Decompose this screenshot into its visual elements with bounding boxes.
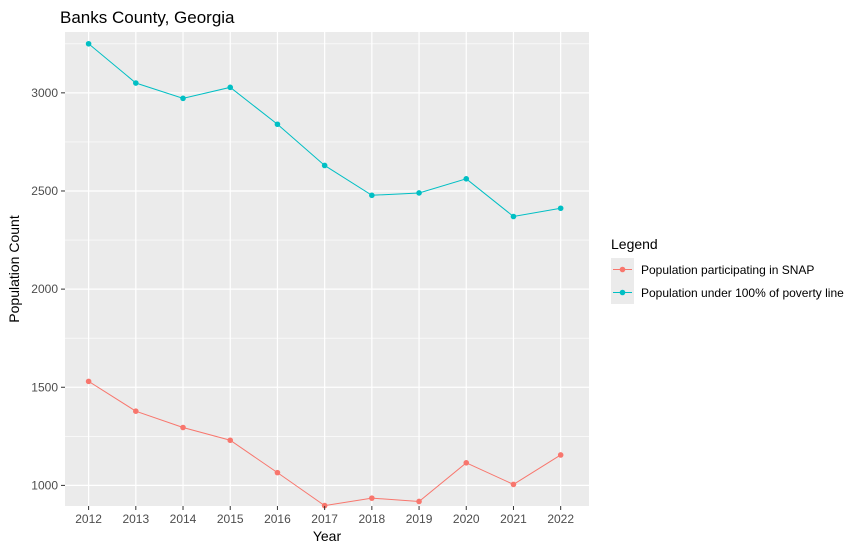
series-poverty: [85, 40, 564, 220]
plot-panel: [65, 32, 589, 506]
data-point: [369, 192, 375, 199]
data-point: [557, 452, 564, 458]
legend: Legend Population participating in SNAPP…: [611, 236, 844, 304]
legend-key-point: [619, 289, 626, 296]
x-tick-label: 2022: [547, 512, 574, 526]
data-point: [321, 162, 328, 169]
x-tick-label: 2017: [311, 512, 338, 526]
y-tick-label: 2500: [31, 184, 58, 198]
data-point: [180, 424, 186, 431]
x-tick-label: 2018: [358, 512, 385, 526]
legend-key-point: [619, 266, 626, 273]
data-point: [416, 190, 422, 196]
data-point: [274, 121, 281, 128]
data-point: [463, 176, 470, 182]
series-snap: [85, 378, 564, 509]
data-point: [321, 502, 328, 509]
data-point: [274, 469, 281, 476]
data-point: [510, 213, 517, 220]
x-tick-label: 2012: [75, 512, 102, 526]
chart-title: Banks County, Georgia: [60, 8, 235, 27]
x-tick-label: 2016: [264, 512, 291, 526]
legend-items: Population participating in SNAP Populati…: [611, 258, 844, 304]
x-tick-label: 2015: [217, 512, 244, 526]
legend-item: Population participating in SNAP: [611, 258, 814, 281]
legend-title: Legend: [611, 236, 658, 252]
x-tick-label: 2021: [500, 512, 527, 526]
legend-item: Population under 100% of poverty line: [611, 281, 844, 304]
x-tick-label: 2019: [406, 512, 433, 526]
y-tick-label: 1500: [31, 380, 58, 394]
legend-label: Population under 100% of poverty line: [641, 286, 844, 300]
data-point: [227, 437, 234, 444]
data-point: [227, 84, 234, 91]
y-axis-title: Population Count: [6, 215, 22, 323]
data-point: [133, 80, 139, 86]
series-layer: [85, 40, 564, 509]
legend-label: Population participating in SNAP: [641, 263, 814, 277]
data-point: [180, 95, 186, 102]
data-point: [557, 205, 564, 212]
x-tick-label: 2020: [453, 512, 480, 526]
y-tick-label: 3000: [31, 86, 58, 100]
x-axis-title: Year: [313, 528, 342, 544]
y-tick-label: 2000: [31, 282, 58, 296]
y-tick-label: 1000: [31, 478, 58, 492]
data-point: [369, 495, 375, 501]
x-tick-label: 2014: [170, 512, 197, 526]
data-point: [510, 481, 517, 488]
data-point: [85, 378, 92, 385]
data-point: [463, 460, 470, 466]
x-tick-label: 2013: [122, 512, 149, 526]
data-point: [133, 408, 139, 415]
x-axis-ticks: 2012 2013 2014 2015 2016 2017 2018 2019 2020 2021…: [75, 506, 574, 526]
y-axis-ticks: 1000 1500 2000 2500 3000: [31, 86, 65, 492]
data-point: [85, 40, 92, 47]
minor-gridlines: [65, 43, 589, 437]
data-point: [416, 498, 422, 505]
